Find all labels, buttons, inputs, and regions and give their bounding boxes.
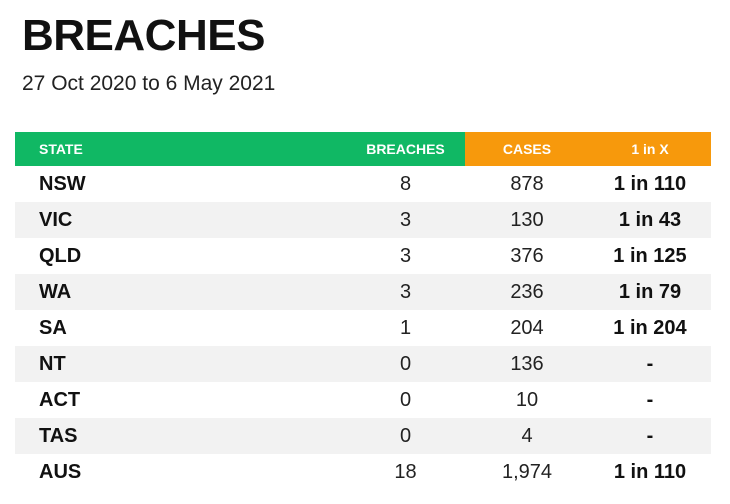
breaches-cell: 8 (399, 172, 412, 195)
cases-cell: 4 (521, 424, 533, 447)
state-cell: SA (39, 316, 67, 339)
breaches-cell: 1 (399, 316, 412, 339)
state-cell: AUS (39, 460, 82, 483)
breaches-cell: 18 (394, 460, 417, 483)
breaches-cell: 0 (399, 352, 412, 375)
ratio-cell: 1 in 110 (613, 172, 687, 195)
state-cell: NT (39, 352, 66, 375)
table-row-total: AUS 18 1,974 1 in 110 (15, 454, 711, 490)
ratio-cell: 1 in 110 (613, 460, 687, 483)
cases-cell: 376 (510, 244, 544, 267)
breaches-cell: 3 (399, 280, 412, 303)
table-row: WA 3 236 1 in 79 (15, 274, 711, 310)
breaches-table: STATE BREACHES CASES 1 in X NSW 8 878 1 … (15, 132, 711, 490)
state-cell: TAS (39, 424, 78, 447)
header-ratio: 1 in X (589, 132, 711, 166)
table-row: QLD 3 376 1 in 125 (15, 238, 711, 274)
state-cell: WA (39, 280, 72, 303)
table-row: TAS 0 4 - (15, 418, 711, 454)
table-header-row: STATE BREACHES CASES 1 in X (15, 132, 711, 166)
breaches-cell: 0 (399, 424, 412, 447)
ratio-cell: - (646, 388, 654, 411)
header-breaches: BREACHES (346, 132, 465, 166)
cases-cell: 130 (510, 208, 544, 231)
ratio-cell: - (646, 424, 654, 447)
page-title: BREACHES (22, 11, 265, 60)
cases-cell: 204 (510, 316, 544, 339)
cases-cell: 1,974 (501, 460, 553, 483)
table-row: SA 1 204 1 in 204 (15, 310, 711, 346)
ratio-cell: 1 in 125 (613, 244, 687, 267)
breaches-cell: 0 (399, 388, 412, 411)
header-cases: CASES (465, 132, 589, 166)
ratio-cell: 1 in 204 (613, 316, 687, 339)
state-cell: QLD (39, 244, 82, 267)
ratio-cell: - (646, 352, 654, 375)
table-row: VIC 3 130 1 in 43 (15, 202, 711, 238)
state-cell: ACT (39, 388, 81, 411)
cases-cell: 236 (510, 280, 544, 303)
cases-cell: 136 (510, 352, 544, 375)
ratio-cell: 1 in 79 (618, 280, 682, 303)
cases-cell: 10 (515, 388, 539, 411)
breaches-cell: 3 (399, 244, 412, 267)
state-cell: VIC (39, 208, 73, 231)
cases-cell: 878 (510, 172, 544, 195)
table-row: NSW 8 878 1 in 110 (15, 166, 711, 202)
table-row: NT 0 136 - (15, 346, 711, 382)
state-cell: NSW (39, 172, 86, 195)
ratio-cell: 1 in 43 (618, 208, 682, 231)
table-row: ACT 0 10 - (15, 382, 711, 418)
breaches-cell: 3 (399, 208, 412, 231)
date-range-subtitle: 27 Oct 2020 to 6 May 2021 (22, 72, 276, 95)
header-state: STATE (15, 132, 346, 166)
